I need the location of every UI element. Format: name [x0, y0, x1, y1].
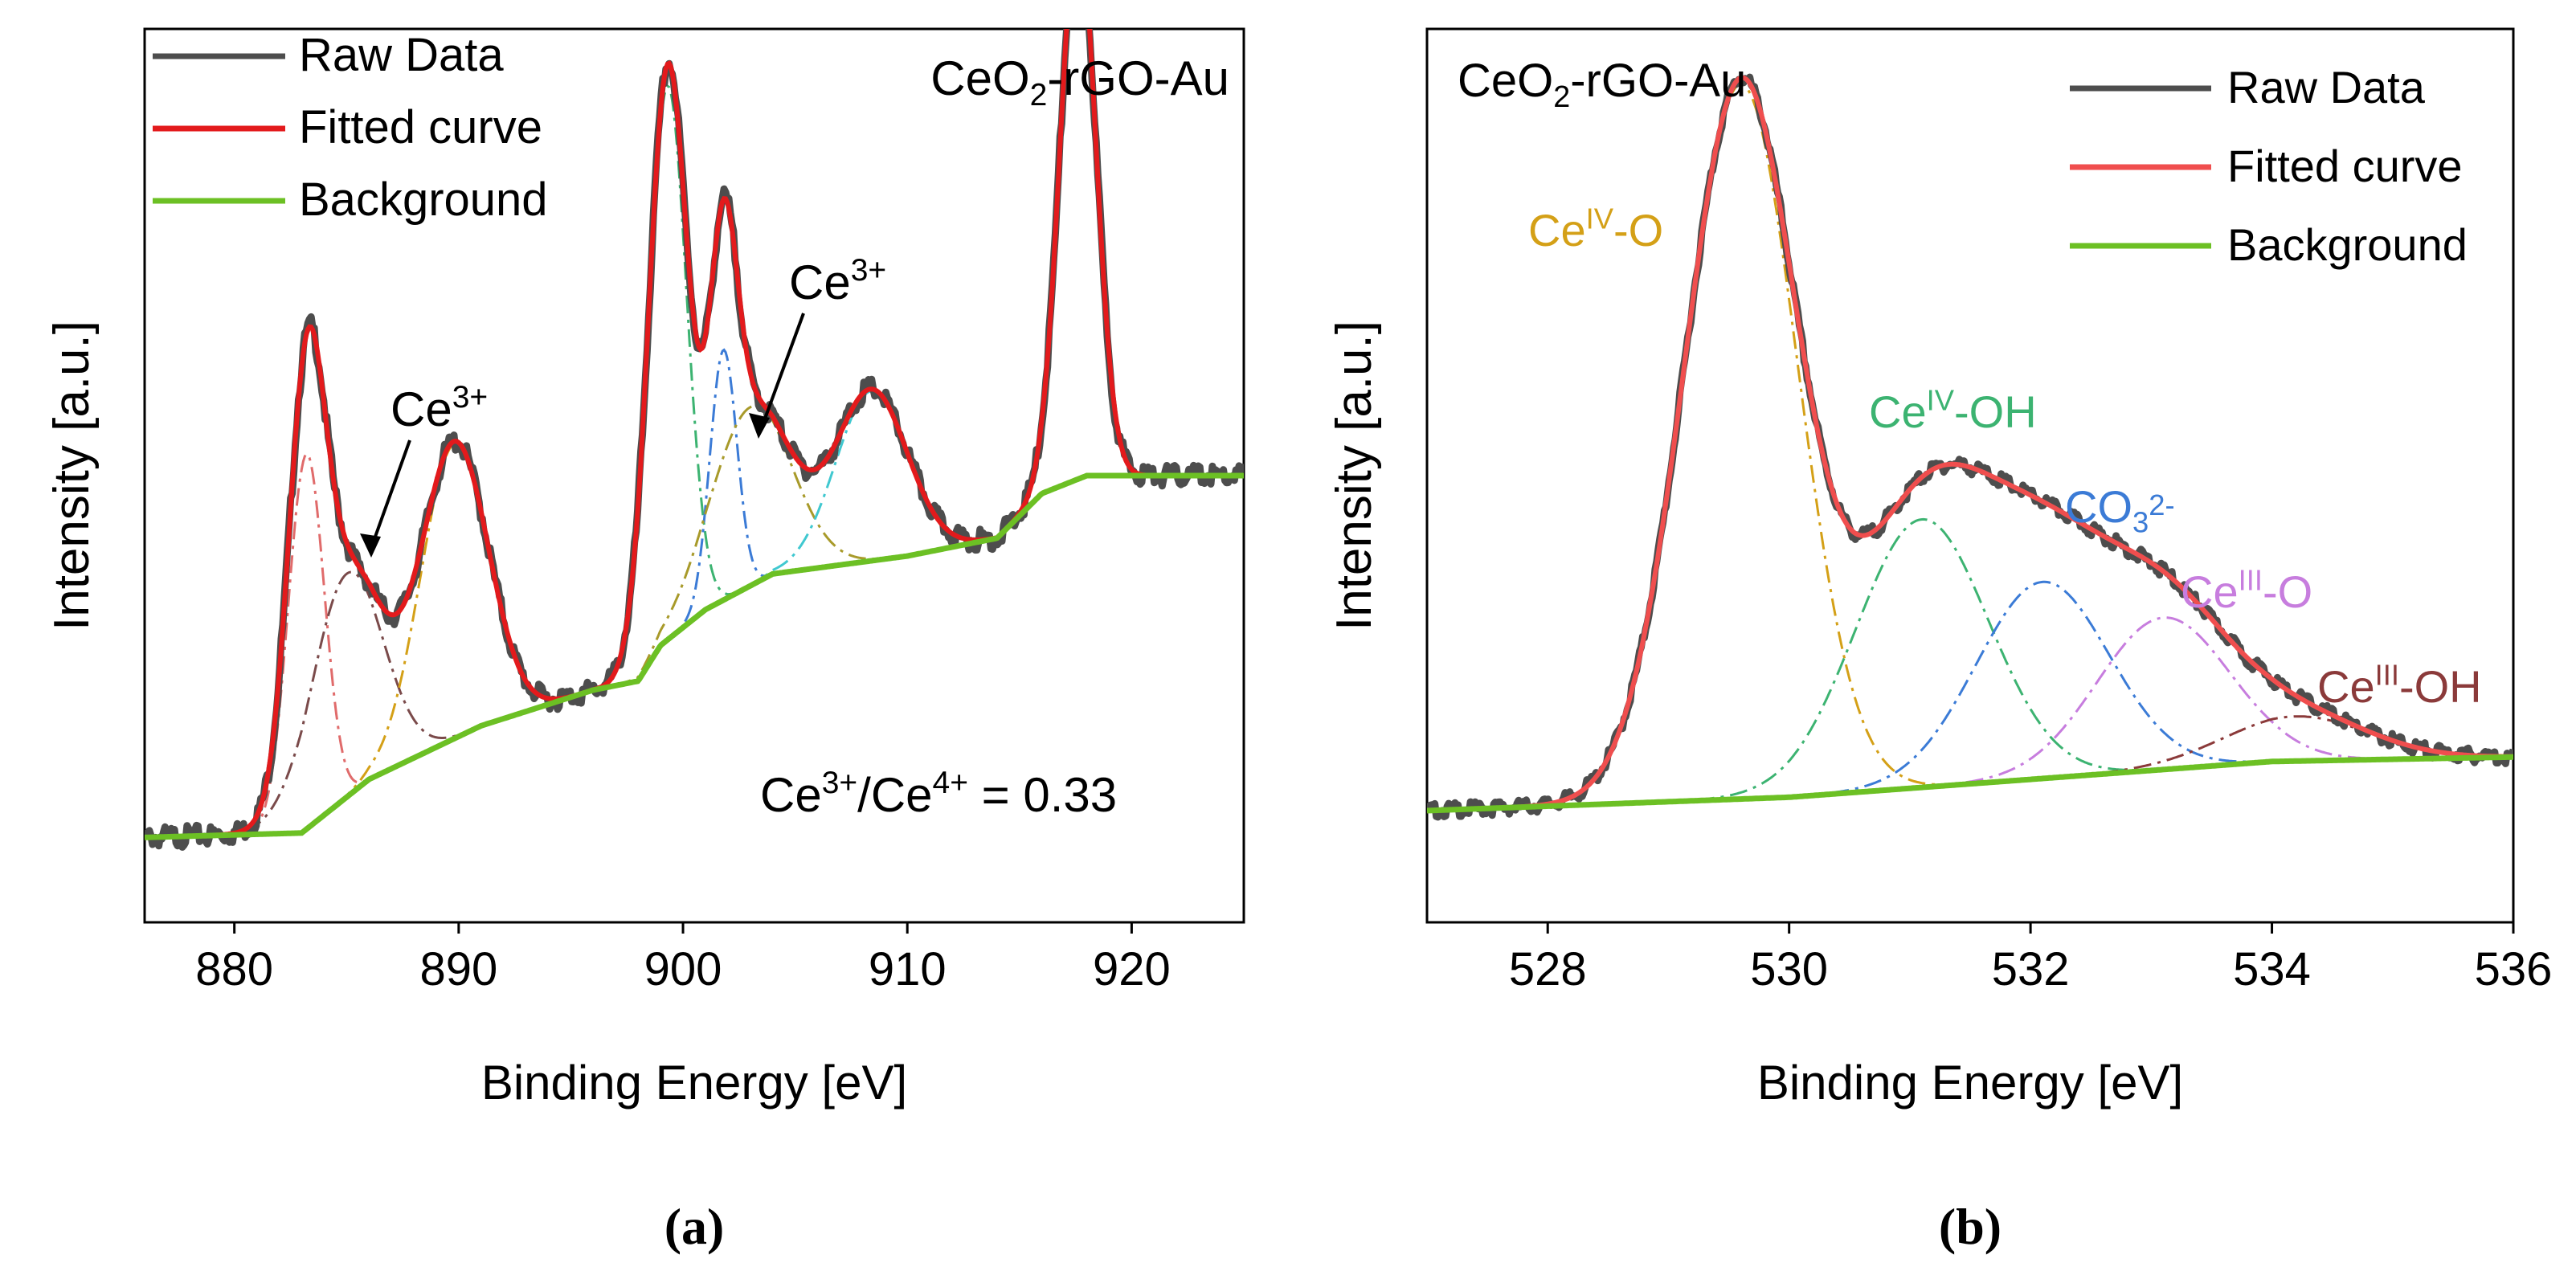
legend-entry: Fitted curve: [299, 101, 542, 153]
background-line: [1427, 754, 2513, 814]
legend-entry: Raw Data: [299, 29, 504, 81]
x-tick-label: 532: [1992, 943, 2070, 995]
fitted-curve-line: [1427, 75, 2513, 813]
x-tick-label: 530: [1750, 943, 1828, 995]
x-tick-label: 900: [644, 943, 722, 995]
plot-area: [1427, 73, 2513, 821]
x-tick-label: 920: [1093, 943, 1171, 995]
peak-annotation: CeIV-OH: [1869, 384, 2037, 437]
x-tick-label: 534: [2233, 943, 2311, 995]
legend: Raw Data Fitted curve Background: [153, 29, 548, 226]
x-axis-label: Binding Energy [eV]: [1757, 1056, 2183, 1110]
peak-annotation: CO32-: [2065, 481, 2175, 538]
x-tick-label: 890: [419, 943, 497, 995]
x-tick-label: 910: [869, 943, 947, 995]
plot-area: [145, 29, 1244, 851]
chart-panel-a: 880 890 900 910 920 Binding Energy [eV] Intens…: [44, 27, 1245, 1255]
plot-frame: [1425, 27, 2515, 924]
legend: Raw Data Fitted curve Background: [2070, 62, 2468, 270]
peak-annotation: Ce3+: [789, 253, 886, 309]
peak-annotation: CeIII-O: [2181, 564, 2312, 617]
chart-panel-b: 528 530 532 534 536 Binding Energy [eV] Intens…: [1327, 27, 2553, 1255]
peak-annotation: CeIV-O: [1528, 202, 1663, 255]
peak-annotation: Ce3+: [390, 380, 488, 436]
y-axis-label: Intensity [a.u.]: [1327, 321, 1382, 631]
sample-label: CeO2-rGO-Au: [930, 51, 1229, 112]
background-line: [145, 472, 1244, 840]
annotation-arrow: [760, 313, 805, 428]
annotation-arrowhead: [749, 413, 770, 439]
legend-entry: Background: [299, 174, 548, 226]
x-axis-label: Binding Energy [eV]: [481, 1056, 907, 1110]
x-tick-label: 528: [1509, 943, 1587, 995]
ratio-annotation: Ce3+/Ce4+ = 0.33: [760, 766, 1117, 822]
peak-annotation: CeIII-OH: [2317, 659, 2482, 712]
x-tick-label: 536: [2475, 943, 2553, 995]
panel-caption: (a): [664, 1198, 725, 1255]
x-tick-label: 880: [195, 943, 273, 995]
legend-entry: Background: [2227, 219, 2468, 270]
annotation-arrowhead: [360, 533, 381, 558]
legend-entry: Raw Data: [2227, 62, 2426, 112]
component-peak-p5: [1427, 715, 2513, 812]
y-axis-label: Intensity [a.u.]: [44, 321, 100, 631]
legend-entry: Fitted curve: [2227, 141, 2463, 191]
fitted-curve-line: [145, 29, 1244, 840]
sample-label: CeO2-rGO-Au: [1458, 55, 1746, 113]
panel-caption: (b): [1939, 1198, 2002, 1255]
annotation-arrow: [370, 439, 411, 549]
